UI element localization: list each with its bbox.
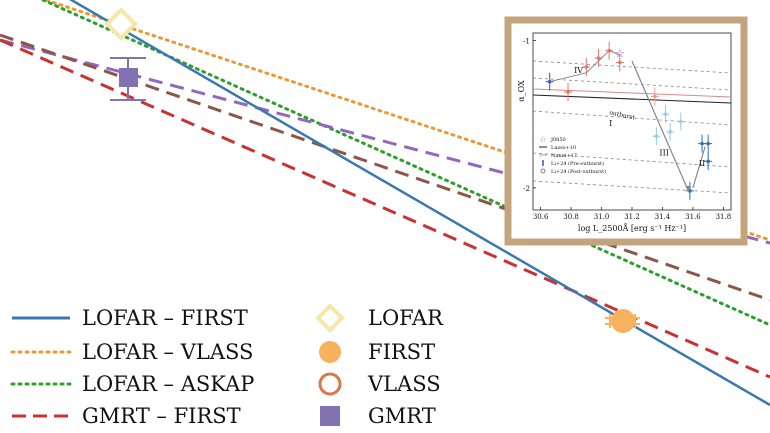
inset-point-8 [668, 130, 672, 134]
gmrt-point [110, 57, 146, 101]
legend-label-lofar: LOFAR [368, 306, 444, 330]
legend-marker-vlass [318, 372, 342, 396]
legend: LOFAR – FIRST LOFAR – VLASS LOFAR – ASKA… [10, 303, 444, 428]
inset-point-3 [596, 56, 601, 60]
inset-xtick-label: 31.4 [655, 213, 671, 221]
inset-point-9 [678, 119, 683, 124]
inset-legend-label-1: Lusso+10 [551, 145, 576, 151]
inset-region-ii: II [699, 159, 705, 168]
line-lofar-vlass [41, 0, 770, 242]
legend-label-vlass: VLASS [367, 372, 441, 396]
legend-label-first: FIRST [368, 340, 435, 364]
inset-legend-label-2: Nanni+17 [551, 153, 577, 159]
inset-xtick-label: 31.8 [716, 213, 732, 221]
legend-marker-first [319, 341, 341, 363]
inset-region-iii: III [659, 148, 668, 157]
inset-line-lusso [532, 94, 732, 104]
inset-xtick-label: 31.2 [624, 213, 640, 221]
first-point [605, 309, 640, 333]
inset-xtick-label: 30.6 [533, 213, 549, 221]
inset-track-ii [692, 146, 706, 189]
lofar-point [104, 7, 138, 41]
inset-legend-swatch-4 [540, 168, 546, 174]
inset-line-nanni [532, 88, 732, 98]
inset-legend-label-4: Li+24 (Post-outburst) [551, 168, 606, 175]
inset-point-7 [663, 112, 668, 116]
inset-xtick-label: 31.0 [594, 213, 610, 221]
inset-arrowhead [685, 185, 692, 192]
inset-xtick-label: 30.8 [563, 213, 579, 221]
inset-track-iv [549, 50, 621, 83]
inset-ylabel: α_OX [517, 80, 526, 102]
legend-label-gmrt-first: GMRT – FIRST [82, 404, 241, 428]
inset-point-1 [566, 90, 570, 94]
inset-star-marker: ☆ [614, 47, 625, 61]
legend-marker-gmrt [320, 406, 340, 426]
inset-region-i: I [609, 119, 612, 128]
legend-label-lofar-first: LOFAR – FIRST [82, 306, 248, 330]
legend-marker-lofar [315, 303, 345, 333]
inset-ytick-label: -2 [523, 185, 530, 193]
line-lofar-first [68, 0, 770, 407]
inset-point-2 [584, 65, 589, 69]
inset-legend-swatch-0: ☆ [539, 135, 546, 144]
inset-track-iii [631, 60, 689, 192]
inset-point-6 [653, 94, 657, 99]
inset-region-iv: IV [574, 66, 583, 75]
inset-point-12 [706, 141, 710, 146]
inset-ytick-label: -1 [523, 37, 530, 45]
inset-point-10 [654, 134, 659, 139]
inset-point-14 [706, 159, 710, 164]
inset-xtick-label: 31.6 [685, 213, 701, 221]
inset-legend-label-3: Li+24 (Pre-outburst) [551, 160, 604, 167]
legend-label-lofar-vlass: LOFAR – VLASS [82, 340, 253, 364]
inset-xlabel: log L_2500Å [erg s⁻¹ Hz⁻¹] [578, 224, 686, 233]
inset-point-5 [618, 60, 622, 65]
legend-label-lofar-askap: LOFAR – ASKAP [82, 372, 254, 396]
inset-legend-label-0: J0850 [550, 137, 566, 143]
legend-label-gmrt: GMRT [368, 404, 436, 428]
inset-point-11 [700, 141, 704, 146]
inset-panel: 30.6 30.8 31.0 31.2 31.4 31.6 31.8 -1 -2 log L_25… [504, 16, 748, 246]
